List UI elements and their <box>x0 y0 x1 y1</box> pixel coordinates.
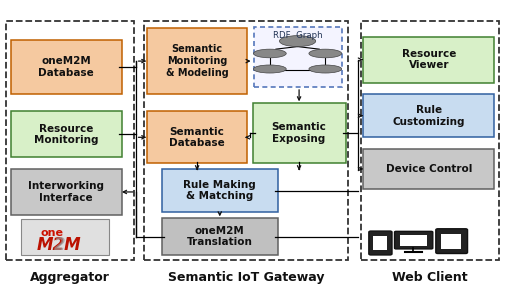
FancyBboxPatch shape <box>394 231 433 249</box>
FancyBboxPatch shape <box>11 112 122 158</box>
Text: RDF  Graph: RDF Graph <box>273 31 322 40</box>
Text: 2: 2 <box>55 236 66 254</box>
Bar <box>361 21 499 260</box>
Bar <box>254 27 342 87</box>
Ellipse shape <box>254 49 286 58</box>
Text: M2M: M2M <box>37 236 81 254</box>
FancyBboxPatch shape <box>436 229 468 253</box>
Ellipse shape <box>279 36 316 47</box>
Bar <box>399 235 427 246</box>
Ellipse shape <box>254 65 286 73</box>
Text: Semantic
Monitoring
& Modeling: Semantic Monitoring & Modeling <box>166 45 228 78</box>
Text: Semantic
Exposing: Semantic Exposing <box>272 122 327 144</box>
FancyBboxPatch shape <box>363 94 494 137</box>
FancyBboxPatch shape <box>363 37 494 83</box>
Text: Interworking
Interface: Interworking Interface <box>28 181 104 203</box>
Bar <box>144 21 348 260</box>
FancyBboxPatch shape <box>252 103 345 163</box>
Text: Resource
Monitoring: Resource Monitoring <box>34 124 98 145</box>
FancyBboxPatch shape <box>147 28 247 94</box>
FancyBboxPatch shape <box>11 169 122 215</box>
FancyBboxPatch shape <box>162 169 278 212</box>
Text: oneM2M
Translation: oneM2M Translation <box>187 226 252 247</box>
Text: Web Client: Web Client <box>392 271 468 284</box>
Bar <box>6 21 134 260</box>
FancyBboxPatch shape <box>369 231 392 255</box>
Text: Aggregator: Aggregator <box>30 271 110 284</box>
Text: Semantic IoT Gateway: Semantic IoT Gateway <box>168 271 324 284</box>
FancyBboxPatch shape <box>11 40 122 94</box>
FancyBboxPatch shape <box>147 112 247 163</box>
Ellipse shape <box>309 65 342 73</box>
Text: Rule
Customizing: Rule Customizing <box>392 105 465 127</box>
Text: Resource
Viewer: Resource Viewer <box>401 49 456 71</box>
Text: Rule Making
& Matching: Rule Making & Matching <box>183 180 256 201</box>
Bar <box>441 234 462 249</box>
Text: Device Control: Device Control <box>386 164 472 174</box>
FancyBboxPatch shape <box>162 218 278 255</box>
Text: one: one <box>40 228 63 238</box>
Text: Semantic
Database: Semantic Database <box>169 127 225 148</box>
Ellipse shape <box>309 49 342 58</box>
Bar <box>373 236 387 250</box>
FancyBboxPatch shape <box>363 149 494 189</box>
Text: oneM2M
Database: oneM2M Database <box>38 56 94 78</box>
Bar <box>21 219 109 255</box>
